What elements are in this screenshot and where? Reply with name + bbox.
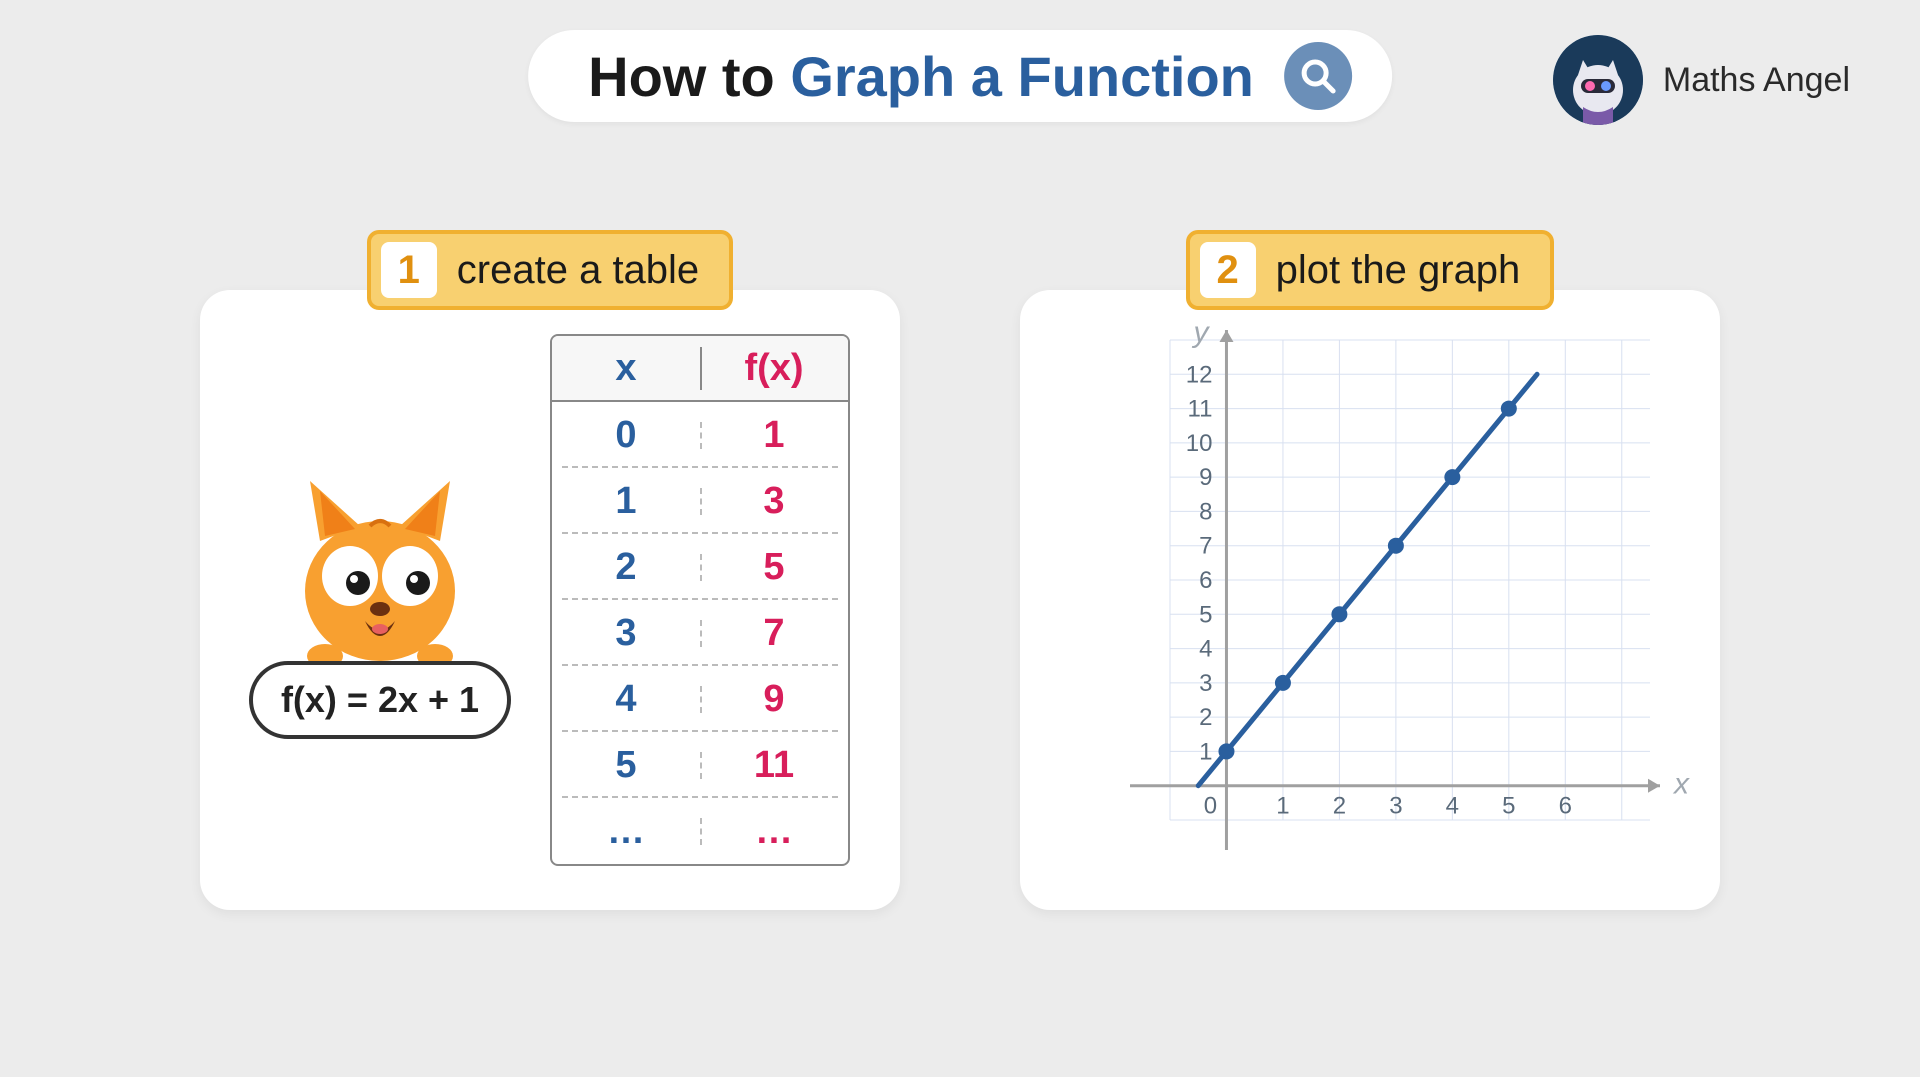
mascot: f(x) = 2x + 1 bbox=[240, 330, 520, 870]
table-row: 01 bbox=[552, 402, 848, 468]
svg-text:0: 0 bbox=[1204, 793, 1217, 820]
svg-text:5: 5 bbox=[1502, 793, 1515, 820]
svg-text:y: y bbox=[1191, 320, 1210, 349]
graph-card: 0123456123456789101112xy bbox=[1020, 290, 1720, 910]
table-header-row: x f(x) bbox=[552, 336, 848, 402]
svg-text:12: 12 bbox=[1186, 361, 1213, 388]
title-prefix: How to bbox=[588, 45, 790, 108]
table-row: 49 bbox=[552, 666, 848, 732]
step-1-number: 1 bbox=[381, 242, 437, 298]
title-accent: Graph a Function bbox=[790, 45, 1254, 108]
svg-text:1: 1 bbox=[1199, 738, 1212, 765]
svg-text:4: 4 bbox=[1446, 793, 1459, 820]
step-1-label: create a table bbox=[457, 248, 699, 293]
brand-badge: Maths Angel bbox=[1553, 35, 1850, 125]
cat-mascot-icon bbox=[270, 461, 490, 681]
step-1-header: 1 create a table bbox=[367, 230, 733, 310]
step-2-label: plot the graph bbox=[1276, 248, 1521, 293]
formula-text: f(x) = 2x + 1 bbox=[249, 661, 511, 739]
brand-name: Maths Angel bbox=[1663, 61, 1850, 100]
step-1-panel: 1 create a table bbox=[200, 230, 900, 910]
page-title: How to Graph a Function bbox=[588, 44, 1254, 109]
svg-text:4: 4 bbox=[1199, 636, 1212, 663]
step-2-number: 2 bbox=[1200, 242, 1256, 298]
table-row: 13 bbox=[552, 468, 848, 534]
search-icon bbox=[1284, 42, 1352, 110]
function-graph: 0123456123456789101112xy bbox=[1050, 320, 1690, 880]
svg-text:3: 3 bbox=[1199, 670, 1212, 697]
svg-text:11: 11 bbox=[1188, 396, 1213, 423]
svg-text:6: 6 bbox=[1559, 793, 1572, 820]
function-table: x f(x) 01 13 25 37 49 511 …… bbox=[550, 334, 850, 866]
svg-text:2: 2 bbox=[1199, 704, 1212, 731]
table-row: 37 bbox=[552, 600, 848, 666]
table-header-fx: f(x) bbox=[700, 347, 848, 390]
table-header-x: x bbox=[552, 347, 700, 390]
step-2-header: 2 plot the graph bbox=[1186, 230, 1555, 310]
svg-text:9: 9 bbox=[1199, 464, 1212, 491]
svg-text:6: 6 bbox=[1199, 567, 1212, 594]
svg-text:10: 10 bbox=[1186, 430, 1213, 457]
svg-text:1: 1 bbox=[1276, 793, 1289, 820]
table-row: 511 bbox=[552, 732, 848, 798]
svg-text:8: 8 bbox=[1199, 498, 1212, 525]
brand-avatar bbox=[1553, 35, 1643, 125]
svg-text:3: 3 bbox=[1389, 793, 1402, 820]
table-row: 25 bbox=[552, 534, 848, 600]
svg-text:2: 2 bbox=[1333, 793, 1346, 820]
step-2-panel: 2 plot the graph 0123456123456789101112x… bbox=[1020, 230, 1720, 910]
table-card: f(x) = 2x + 1 x f(x) 01 13 25 37 49 511 … bbox=[200, 290, 900, 910]
svg-text:5: 5 bbox=[1199, 601, 1212, 628]
svg-text:7: 7 bbox=[1199, 533, 1212, 560]
table-row: …… bbox=[552, 798, 848, 864]
svg-text:x: x bbox=[1672, 768, 1690, 801]
title-search-bar: How to Graph a Function bbox=[528, 30, 1392, 122]
